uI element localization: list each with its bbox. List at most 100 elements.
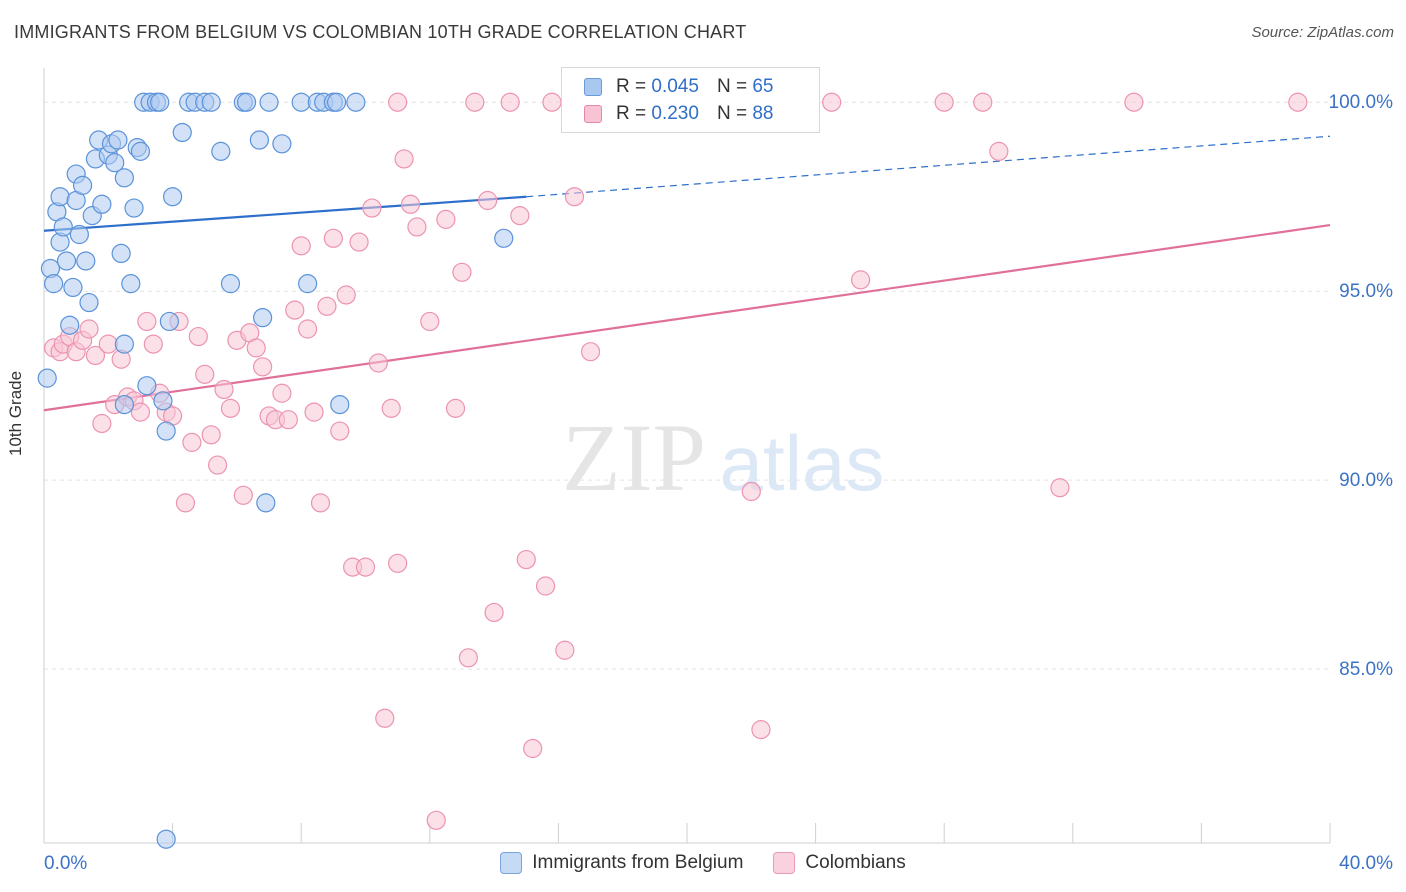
colombians-point bbox=[851, 270, 871, 290]
colombians-point bbox=[214, 379, 234, 400]
belgium-point bbox=[211, 141, 231, 161]
colombians-point bbox=[407, 217, 427, 237]
colombians-point bbox=[98, 334, 118, 354]
trend-lines bbox=[43, 135, 1331, 412]
points bbox=[37, 92, 1308, 849]
colombians-point bbox=[304, 402, 324, 422]
colombians-point bbox=[208, 455, 228, 475]
legend-label-colombians: Colombians bbox=[805, 852, 906, 873]
colombians-point bbox=[510, 206, 530, 226]
belgium-point bbox=[60, 315, 80, 335]
x-tick-label-max: 40.0% bbox=[1339, 853, 1393, 874]
belgium-point bbox=[56, 251, 77, 271]
belgium-point bbox=[114, 394, 134, 415]
colombians-point bbox=[388, 92, 408, 112]
colombians-point bbox=[310, 493, 331, 513]
belgium-point bbox=[76, 251, 96, 271]
y-tick-label: 100.0% bbox=[1329, 92, 1394, 113]
belgium-point bbox=[150, 92, 170, 112]
colombians-point bbox=[85, 345, 106, 366]
belgium-point bbox=[256, 493, 276, 513]
colombians-point bbox=[751, 720, 771, 740]
belgium-point bbox=[79, 292, 99, 313]
belgium-point bbox=[121, 274, 141, 294]
colombians-point bbox=[1288, 92, 1308, 112]
belgium-point bbox=[346, 92, 366, 112]
belgium-point bbox=[37, 368, 57, 388]
tick-labels: 85.0% 90.0% 95.0% 100.0% 0.0% 40.0% bbox=[44, 92, 1393, 874]
belgium-point bbox=[272, 134, 292, 154]
colombians-point bbox=[741, 481, 761, 502]
belgium-swatch bbox=[584, 78, 602, 96]
colombians-point bbox=[182, 432, 202, 452]
belgium-point bbox=[163, 187, 183, 207]
y-tick-label: 85.0% bbox=[1339, 659, 1393, 680]
colombians-point bbox=[253, 357, 273, 377]
colombians-point bbox=[445, 398, 466, 418]
colombians-point bbox=[291, 236, 311, 256]
stats-legend: R = 0.045 N = 65 R = 0.230 N = 88 bbox=[561, 67, 820, 133]
belgium-point bbox=[172, 122, 192, 143]
colombians-point bbox=[1124, 92, 1144, 112]
belgium-point bbox=[105, 153, 125, 173]
colombians-legend-swatch bbox=[773, 852, 796, 874]
colombians-point bbox=[336, 285, 356, 305]
colombians-swatch bbox=[584, 105, 602, 123]
colombians-point bbox=[323, 228, 343, 248]
source-credit: Source: ZipAtlas.com bbox=[1251, 24, 1394, 41]
colombians-point bbox=[362, 198, 382, 218]
colombians-point bbox=[368, 353, 388, 373]
colombians-point bbox=[420, 311, 440, 332]
colombians-point bbox=[516, 549, 536, 570]
legend-item-colombians[interactable]: Colombians bbox=[773, 852, 906, 874]
stats-legend-row-colombians: R = 0.230 N = 88 bbox=[584, 101, 773, 127]
colombians-point bbox=[436, 209, 456, 229]
colombians-trend-line bbox=[43, 223, 1331, 412]
belgium-point bbox=[63, 277, 83, 298]
legend-item-belgium[interactable]: Immigrants from Belgium bbox=[500, 852, 743, 874]
belgium-point bbox=[69, 224, 89, 245]
belgium-point bbox=[330, 394, 350, 415]
belgium-point bbox=[114, 168, 134, 188]
n-value: 65 bbox=[752, 76, 774, 97]
belgium-point bbox=[124, 198, 144, 218]
belgium-point bbox=[50, 187, 70, 207]
belgium-point bbox=[259, 92, 279, 112]
y-axis-label: 10th Grade bbox=[6, 370, 25, 456]
r-value: 0.045 bbox=[651, 76, 699, 97]
colombians-point bbox=[143, 334, 163, 354]
belgium-point bbox=[72, 175, 93, 195]
colombians-point bbox=[201, 425, 221, 445]
colombians-point bbox=[381, 398, 401, 418]
belgium-point bbox=[298, 274, 318, 294]
belgium-point bbox=[153, 391, 173, 411]
colombians-point bbox=[272, 383, 292, 403]
belgium-point bbox=[494, 228, 514, 248]
watermark-zip: ZIP bbox=[562, 404, 706, 511]
colombians-point bbox=[285, 300, 305, 320]
gridlines bbox=[44, 101, 1330, 670]
colombians-point bbox=[79, 319, 99, 339]
colombians-point bbox=[220, 398, 241, 418]
belgium-point bbox=[291, 92, 311, 112]
colombians-point bbox=[388, 553, 408, 573]
colombians-point bbox=[317, 296, 337, 316]
colombians-point bbox=[564, 187, 585, 207]
colombians-point bbox=[278, 410, 298, 430]
belgium-point bbox=[156, 829, 176, 849]
belgium-point bbox=[108, 130, 128, 150]
colombians-point bbox=[330, 421, 350, 441]
belgium-point bbox=[326, 92, 347, 112]
colombians-point bbox=[500, 92, 520, 112]
belgium-point bbox=[137, 376, 157, 396]
colombians-point bbox=[934, 92, 954, 112]
colombians-point bbox=[484, 602, 504, 623]
colombians-point bbox=[478, 190, 498, 211]
x-tick-label-min: 0.0% bbox=[44, 853, 87, 874]
colombians-point bbox=[137, 311, 157, 332]
belgium-point bbox=[249, 130, 270, 150]
watermark: ZIP atlas bbox=[562, 404, 884, 511]
colombians-point bbox=[535, 576, 556, 596]
belgium-point bbox=[44, 274, 64, 294]
r-label: R = bbox=[616, 103, 647, 124]
